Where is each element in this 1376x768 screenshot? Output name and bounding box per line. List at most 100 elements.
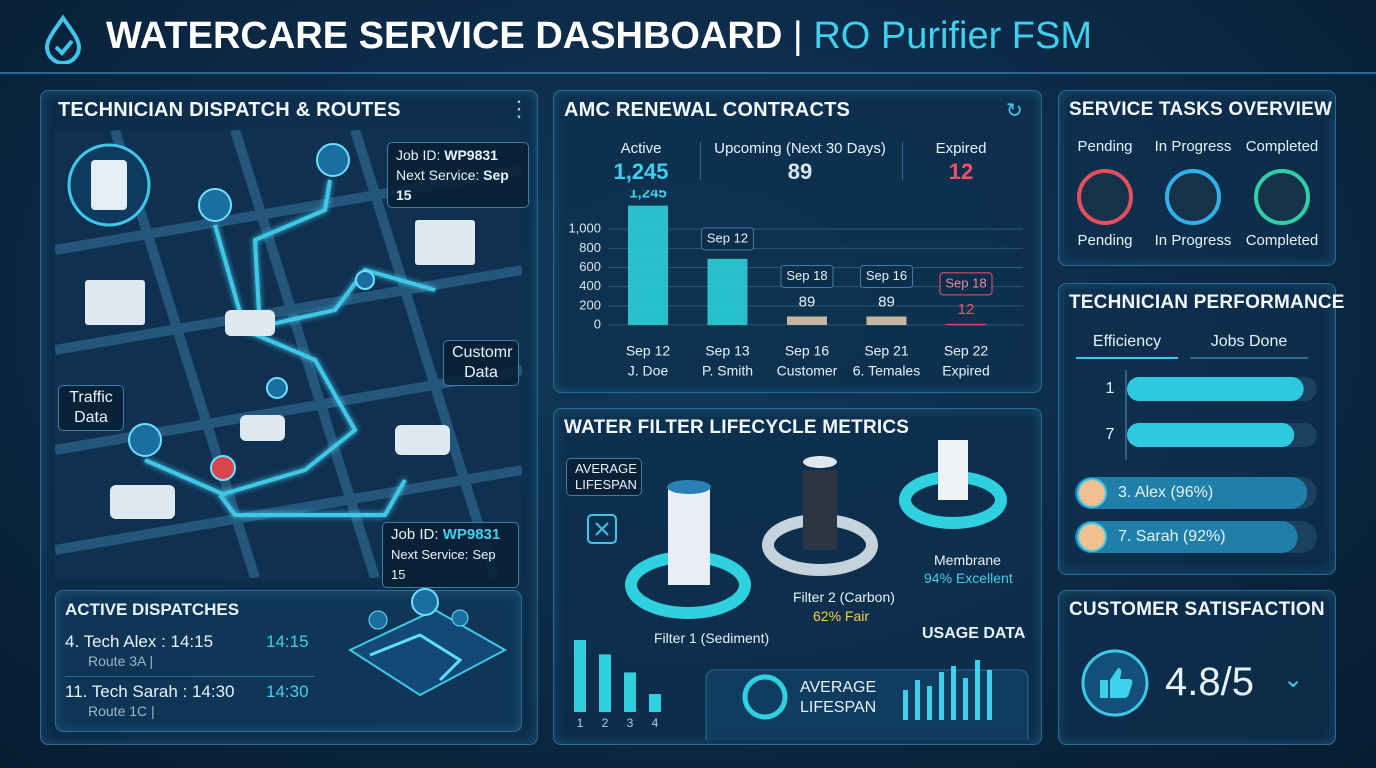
text: LIFESPAN — [575, 477, 637, 492]
separator: | — [792, 15, 803, 57]
x-tick-label: 6. Temales — [853, 363, 920, 379]
x-tick-label: Sep 13 — [705, 343, 750, 359]
x-tick-label: 2 — [602, 716, 609, 730]
row-label: 1 — [1106, 380, 1115, 397]
dispatch-time: 14:30 — [266, 682, 309, 701]
x-tick-label: Sep 22 — [944, 343, 989, 359]
x-tick-label: Sep 16 — [785, 343, 830, 359]
section-title: ACTIVE DISPATCHES — [65, 600, 240, 619]
stat-value: 1,245 — [613, 159, 669, 184]
bar — [1127, 377, 1304, 401]
x-tick-label: Sep 21 — [864, 343, 909, 359]
panel-title: TECHNICIAN DISPATCH & ROUTES — [58, 99, 401, 121]
value-label: 12 — [958, 301, 975, 318]
y-tick-label: 600 — [579, 259, 601, 274]
value-label: 1,245 — [629, 190, 667, 202]
bar — [599, 654, 611, 712]
x-tick-label: Sep 12 — [626, 343, 671, 359]
task-ring — [1077, 169, 1133, 225]
tag-box — [780, 264, 834, 288]
bar — [574, 640, 586, 712]
filter-status: 94% Excellent — [924, 570, 1013, 586]
job-id: WP9831 — [442, 526, 501, 543]
filter-status: 62% Fair — [813, 608, 870, 624]
y-tick-label: 800 — [579, 240, 601, 255]
tag-label: Sep 16 — [866, 268, 907, 283]
stat-value: 12 — [948, 159, 974, 184]
tab: Efficiency — [1093, 333, 1161, 350]
avatar — [1077, 522, 1107, 552]
stat-label: Expired — [935, 140, 987, 157]
stat-value: 89 — [787, 159, 813, 184]
text: Data — [464, 364, 498, 381]
dispatch-route: Route 1C | — [88, 703, 155, 719]
panel-title: CUSTOMER SATISFACTION — [1069, 599, 1325, 620]
expand-icon[interactable]: ⌄ — [1283, 666, 1304, 693]
date: Sep 15 — [396, 167, 509, 203]
panel-title: SERVICE TASKS OVERVIEW — [1069, 99, 1333, 120]
bar — [946, 323, 986, 325]
divider — [902, 142, 903, 180]
task-label: Completed — [1246, 138, 1319, 155]
performance-bars: Efficiency Jobs Done 1 7 3. Alex (96%) 7. Sar… — [1075, 333, 1317, 553]
mini-chart: 1 2 3 4 — [574, 640, 661, 730]
bar — [1075, 477, 1308, 509]
tech-label: 7. Sarah (92%) — [1118, 528, 1226, 545]
value-label: 89 — [878, 293, 895, 310]
divider — [65, 676, 315, 677]
label: Job ID: — [396, 147, 441, 163]
task-label: In Progress — [1155, 138, 1232, 155]
task-label: Pending — [1077, 232, 1132, 249]
panel-title: WATER FILTER LIFECYCLE METRICS — [564, 417, 910, 438]
divider — [700, 142, 701, 180]
x-tick-label: Customer — [777, 363, 838, 379]
text: AVERAGE — [575, 461, 637, 476]
bar — [1075, 521, 1298, 553]
tag-box — [701, 227, 754, 251]
menu-icon[interactable]: ⋮ — [508, 96, 530, 121]
x-tick-label: 1 — [577, 716, 584, 730]
bar — [1127, 423, 1295, 447]
filter-name: Filter 1 (Sediment) — [654, 630, 770, 646]
x-tick-label: 4 — [652, 716, 659, 730]
row-label: 7 — [1106, 426, 1115, 443]
x-tick-label: 3 — [627, 716, 634, 730]
stat-label: Upcoming (Next 30 Days) — [714, 140, 886, 157]
tab: Jobs Done — [1211, 333, 1288, 350]
header-rule — [0, 72, 1376, 74]
tag-label: Sep 12 — [707, 230, 748, 245]
bar — [649, 694, 661, 712]
tag-box — [860, 264, 913, 288]
text: Data — [74, 409, 108, 426]
label: Next Service: — [396, 167, 480, 183]
date: Sep 15 — [391, 547, 496, 582]
dispatch-name: 4. Tech Alex : 14:15 — [65, 632, 214, 651]
x-tick-label: P. Smith — [702, 363, 753, 379]
text: Traffic — [69, 389, 113, 406]
bar — [628, 205, 668, 325]
tag-box — [939, 272, 993, 296]
text: AVERAGE — [800, 679, 877, 696]
tag-label: Sep 18 — [945, 275, 986, 290]
subtitle: RO Purifier FSM — [813, 15, 1093, 57]
title: WATERCARE SERVICE DASHBOARD — [106, 15, 783, 57]
mini-map — [347, 588, 508, 697]
task-label: Completed — [1246, 232, 1319, 249]
refresh-icon[interactable]: ↻ — [1006, 100, 1023, 122]
usage-label: AVERAGE LIFESPAN — [800, 678, 876, 718]
usage-title: USAGE DATA — [922, 625, 1026, 642]
score: 4.8/5 — [1165, 660, 1254, 704]
filter-name: Filter 2 (Carbon) — [793, 589, 895, 605]
task-rings: Pending Pending In Progress In Progress Comp… — [1077, 138, 1319, 249]
x-tick-label: Expired — [942, 363, 989, 379]
job-id: WP9831 — [444, 147, 498, 163]
header-title: WATERCARE SERVICE DASHBOARD | RO Purifie… — [106, 15, 1092, 58]
task-ring — [1165, 169, 1221, 225]
job-card: Job ID: WP9831 Next Service: Sep 15 — [382, 522, 519, 588]
task-label: Pending — [1077, 138, 1132, 155]
route-map — [55, 130, 522, 578]
tech-label: 3. Alex (96%) — [1118, 484, 1213, 501]
y-tick-label: 400 — [579, 278, 601, 293]
dispatch-name: 11. Tech Sarah : 14:30 — [65, 682, 235, 701]
